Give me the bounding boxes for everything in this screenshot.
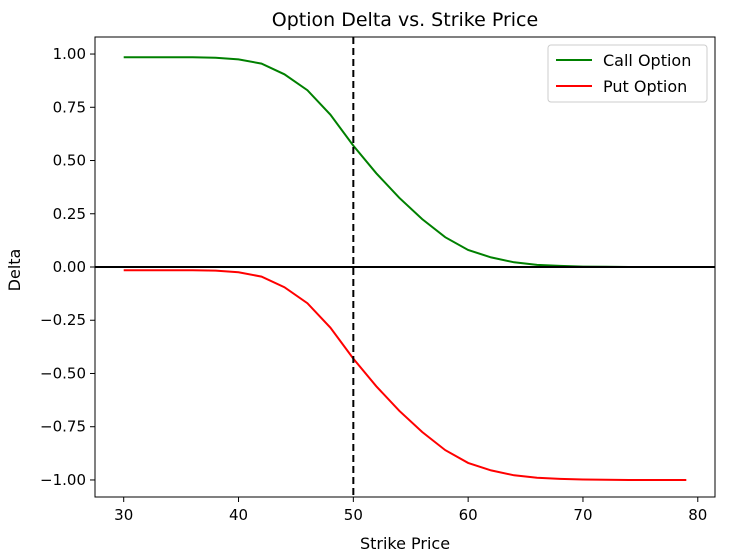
y-tick-label: −0.75 (40, 418, 86, 436)
y-tick-label: 0.25 (53, 205, 86, 223)
legend-label-put: Put Option (603, 77, 687, 96)
series-line-put-option (123, 269, 687, 481)
y-tick-label: −0.25 (40, 311, 86, 329)
y-tick-label: −0.50 (40, 364, 86, 382)
x-tick-label: 30 (114, 506, 133, 524)
y-tick-label: 0.50 (53, 152, 86, 170)
x-tick-label: 60 (459, 506, 478, 524)
y-tick-label: 1.00 (53, 45, 86, 63)
legend-label-call: Call Option (603, 51, 691, 70)
x-tick-label: 80 (688, 506, 707, 524)
y-axis-label: Delta (5, 249, 24, 292)
chart-title: Option Delta vs. Strike Price (272, 9, 538, 31)
y-tick-label: −1.00 (40, 471, 86, 489)
plot-area: 30 40 50 60 70 80 1.00 0.75 0.50 0.25 0.00 −0.25 −0.… (40, 36, 716, 524)
y-tick-label: 0.75 (53, 98, 86, 116)
x-tick-label: 40 (229, 506, 248, 524)
x-axis-label: Strike Price (360, 534, 450, 553)
x-tick-label: 50 (344, 506, 363, 524)
x-tick-label: 70 (573, 506, 592, 524)
legend: Call Option Put Option (547, 44, 708, 103)
y-tick-label: 0.00 (53, 258, 86, 276)
